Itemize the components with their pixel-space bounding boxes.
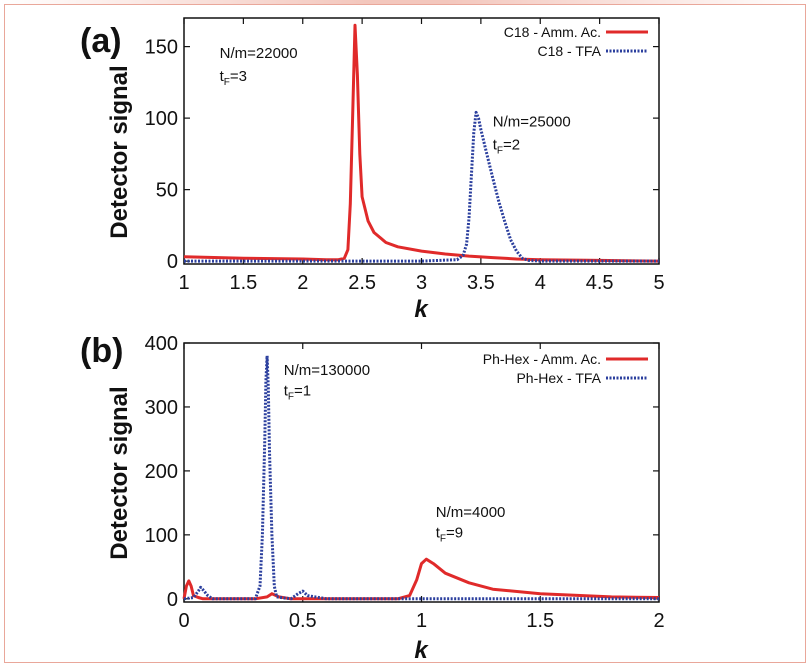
panel-b-xtick-label: 2	[653, 610, 664, 632]
panel-b-ytick-label: 0	[167, 589, 178, 611]
panel-b: (b) Detector signal k 0 0.5 1 1.5 2 0 100 200 30…	[80, 332, 665, 664]
panel-b-annotation: N/m=4000	[436, 504, 506, 521]
panel-b-annotation: tF=9	[436, 524, 463, 544]
panel-a-annotation: N/m=22000	[220, 45, 298, 62]
panel-b-legend: Ph-Hex - Amm. Ac. Ph-Hex - TFA	[483, 351, 648, 386]
panel-b-ylabel: Detector signal	[106, 386, 133, 559]
panel-a-ytick-label: 50	[156, 180, 178, 202]
panel-a-ytick-label: 0	[167, 251, 178, 273]
panel-a-ylabel: Detector signal	[106, 65, 133, 238]
panel-a-annotation: tF=3	[220, 68, 247, 88]
legend-b-series-2-label: Ph-Hex - TFA	[516, 370, 601, 386]
panel-a-xtick-label: 3.5	[467, 272, 495, 294]
panel-b-series-1-line	[182, 557, 660, 601]
panel-a-xtick-label: 2.5	[348, 272, 376, 294]
panel-a-annotation: N/m=25000	[493, 114, 571, 131]
panel-b-series-2-line	[183, 354, 659, 601]
panel-a-xtick-label: 2	[297, 272, 308, 294]
panel-a-ytick-label: 100	[145, 108, 178, 130]
panel-a: (a) Detector signal k 1 1.5 2 2.5 3 3.5 4 4.5 50…	[80, 17, 665, 323]
panel-a-xtick-label: 1	[178, 272, 189, 294]
panel-a-xtick-label: 4	[535, 272, 546, 294]
panel-a-ytick-label: 150	[145, 37, 178, 59]
panel-b-plot-area: 0 0.5 1 1.5 2 0 100 200 300 400 N/m=130000 tF=1 N/m=…	[145, 333, 665, 632]
panel-a-xtick-label: 3	[416, 272, 427, 294]
panel-b-ytick-label: 200	[145, 461, 178, 483]
panel-b-xtick-label: 0.5	[289, 610, 317, 632]
panel-a-xtick-label: 1.5	[229, 272, 257, 294]
panel-b-xlabel: k	[414, 637, 429, 664]
panel-b-xtick-label: 0	[178, 610, 189, 632]
panel-b-ytick-label: 300	[145, 397, 178, 419]
panel-b-annotation: N/m=130000	[284, 362, 370, 379]
legend-b-series-1-label: Ph-Hex - Amm. Ac.	[483, 351, 601, 367]
panel-b-label: (b)	[80, 332, 123, 370]
panel-a-series-2-line	[184, 110, 659, 263]
panel-b-xtick-label: 1.5	[526, 610, 554, 632]
figure-frame	[4, 4, 806, 663]
panel-a-label: (a)	[80, 22, 122, 60]
panel-b-xtick-label: 1	[416, 610, 427, 632]
panel-b-ytick-label: 100	[145, 525, 178, 547]
legend-a-series-2-label: C18 - TFA	[537, 43, 601, 59]
panel-b-annotation: tF=1	[284, 382, 311, 402]
panel-a-xtick-label: 4.5	[586, 272, 614, 294]
panel-a-xtick-label: 5	[653, 272, 664, 294]
legend-a-series-1-label: C18 - Amm. Ac.	[504, 24, 601, 40]
panel-a-legend: C18 - Amm. Ac. C18 - TFA	[504, 24, 648, 59]
panel-a-xlabel: k	[414, 296, 429, 323]
panel-a-annotation: tF=2	[493, 137, 520, 157]
panel-b-ytick-label: 400	[145, 333, 178, 355]
top-accent-bar	[0, 0, 812, 4]
